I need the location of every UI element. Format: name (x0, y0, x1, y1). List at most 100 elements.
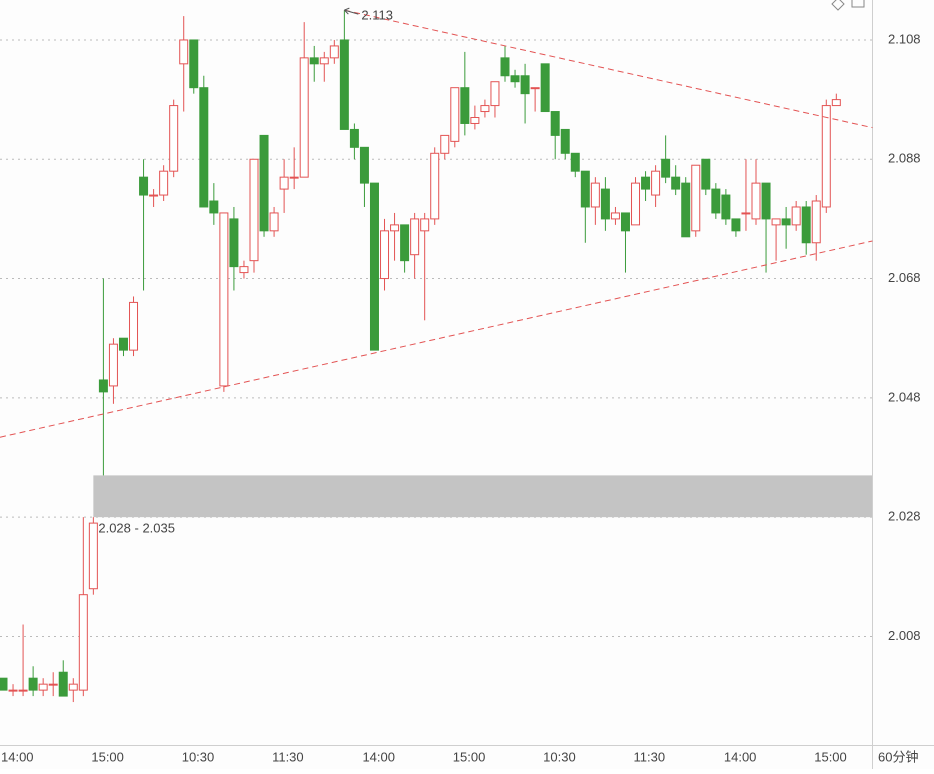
candle-body (269, 212, 279, 232)
candle-body (319, 57, 329, 65)
candle-body (510, 75, 520, 83)
price-zone (93, 475, 873, 518)
candle-body (58, 671, 68, 697)
candle-body (540, 63, 550, 113)
candle-body (349, 128, 359, 148)
candle-body (329, 45, 339, 59)
candle-body (369, 182, 379, 351)
candle-body (299, 57, 309, 178)
trendline (0, 240, 873, 438)
period-label[interactable]: 60分钟 (878, 749, 918, 764)
candle-body (279, 176, 289, 190)
trendline (344, 9, 873, 129)
candle-body (490, 81, 500, 107)
y-tick-label: 2.108 (888, 31, 921, 46)
x-tick-label: 15:00 (453, 749, 486, 764)
candle-body (229, 218, 239, 268)
zone-label: 2.028 - 2.035 (98, 521, 175, 536)
candle-body (590, 182, 600, 208)
candle-body (289, 176, 299, 179)
y-tick-label: 2.088 (888, 151, 921, 166)
candle-body (620, 212, 630, 232)
candle-body (98, 379, 108, 393)
y-tick-label: 2.028 (888, 509, 921, 524)
candle-body (470, 117, 480, 124)
candle-body (751, 182, 761, 220)
candle-body (500, 57, 510, 77)
x-tick-label: 14:00 (1, 749, 34, 764)
candle-body (681, 182, 691, 238)
candle-body (430, 152, 440, 220)
candle-body (38, 683, 48, 691)
candle-body (219, 212, 229, 387)
y-tick-label: 2.008 (888, 628, 921, 643)
candle-body (339, 39, 349, 130)
candle-body (831, 99, 841, 107)
candle-body (390, 224, 400, 232)
candle-body (821, 105, 831, 208)
candle-body (18, 689, 28, 692)
candle-body (249, 158, 259, 262)
candle-body (741, 212, 751, 215)
candle-body (88, 522, 98, 590)
candle-body (791, 206, 801, 226)
candle-body (580, 170, 590, 208)
candle-body (460, 87, 470, 124)
candle-body (761, 182, 771, 220)
x-tick-label: 11:30 (272, 749, 304, 764)
candle-body (420, 218, 430, 232)
candle-body (8, 689, 18, 692)
candle-body (410, 218, 420, 256)
candle-body (550, 111, 560, 136)
y-tick-label: 2.068 (888, 270, 921, 285)
candle-body (149, 194, 159, 197)
y-tick-label: 2.048 (888, 389, 921, 404)
candle-body (701, 158, 711, 190)
candle-body (691, 164, 701, 232)
candle-body (118, 337, 128, 351)
candle-body (48, 683, 58, 686)
candle-body (239, 266, 249, 274)
candle-body (801, 206, 811, 244)
settings-icon[interactable] (851, 0, 865, 8)
candle-body (721, 194, 731, 220)
candle-body (450, 87, 460, 142)
candle-body (159, 170, 169, 196)
candle-body (811, 200, 821, 244)
candle-body (480, 105, 490, 113)
candle-body (380, 230, 390, 280)
candle-body (671, 176, 681, 190)
candle-body (520, 75, 530, 95)
candle-body (28, 677, 38, 691)
candle-body (259, 134, 269, 232)
candle-body (651, 170, 661, 196)
candle-body (661, 158, 671, 178)
candle-body (78, 594, 88, 691)
candle-body (610, 212, 620, 220)
candle-body (309, 57, 319, 65)
candle-body (440, 134, 450, 154)
candle-body (400, 224, 410, 262)
x-tick-label: 15:00 (91, 749, 124, 764)
candle-body (189, 39, 199, 89)
x-tick-label: 15:00 (814, 749, 847, 764)
x-tick-label: 10:30 (543, 749, 576, 764)
candle-body (68, 683, 78, 691)
x-tick-label: 10:30 (182, 749, 215, 764)
candle-body (781, 218, 791, 226)
x-tick-label: 14:00 (362, 749, 395, 764)
candle-body (560, 128, 570, 154)
candle-body (199, 87, 209, 208)
candle-body (169, 105, 179, 172)
candle-body (711, 188, 721, 214)
candle-body (600, 188, 610, 220)
candle-body (641, 176, 651, 190)
candle-body (359, 146, 369, 184)
draw-icon[interactable] (831, 0, 845, 11)
annotation-arrow (344, 7, 359, 15)
x-tick-label: 11:30 (634, 749, 666, 764)
high-annotation: 2.113 (361, 8, 393, 23)
